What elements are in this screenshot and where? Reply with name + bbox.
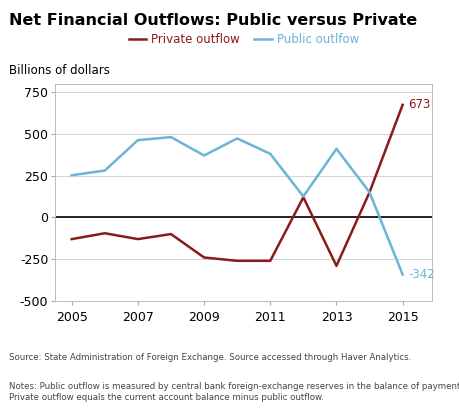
Private outflow bbox=[201, 255, 207, 260]
Text: Notes: Public outflow is measured by central bank foreign-exchange reserves in t: Notes: Public outflow is measured by cen… bbox=[9, 382, 459, 402]
Text: Net Financial Outflows: Public versus Private: Net Financial Outflows: Public versus Pr… bbox=[9, 13, 417, 28]
Public outlfow bbox=[234, 136, 240, 141]
Public outlfow bbox=[399, 272, 404, 277]
Public outlfow bbox=[333, 146, 338, 151]
Private outflow bbox=[399, 102, 404, 107]
Private outflow bbox=[366, 190, 371, 195]
Text: -342: -342 bbox=[407, 268, 434, 281]
Public outlfow bbox=[168, 135, 174, 140]
Public outlfow bbox=[69, 173, 74, 178]
Private outflow bbox=[135, 237, 140, 242]
Public outlfow bbox=[267, 151, 273, 156]
Private outflow bbox=[234, 258, 240, 263]
Public outlfow bbox=[201, 153, 207, 158]
Private outflow bbox=[267, 258, 273, 263]
Line: Public outlfow: Public outlfow bbox=[72, 137, 402, 275]
Private outflow bbox=[300, 195, 305, 200]
Line: Private outflow: Private outflow bbox=[72, 105, 402, 266]
Text: 673: 673 bbox=[407, 98, 430, 111]
Private outflow bbox=[168, 232, 174, 237]
Public outlfow bbox=[300, 194, 305, 199]
Private outflow bbox=[333, 263, 338, 268]
Private outflow bbox=[102, 231, 107, 236]
Public outlfow bbox=[366, 190, 371, 195]
Public outlfow bbox=[102, 168, 107, 173]
Text: Source: State Administration of Foreign Exchange. Source accessed through Haver : Source: State Administration of Foreign … bbox=[9, 353, 410, 362]
Text: Billions of dollars: Billions of dollars bbox=[9, 64, 110, 77]
Legend: Private outflow, Public outlfow: Private outflow, Public outlfow bbox=[124, 29, 363, 51]
Private outflow bbox=[69, 237, 74, 242]
Public outlfow bbox=[135, 138, 140, 143]
